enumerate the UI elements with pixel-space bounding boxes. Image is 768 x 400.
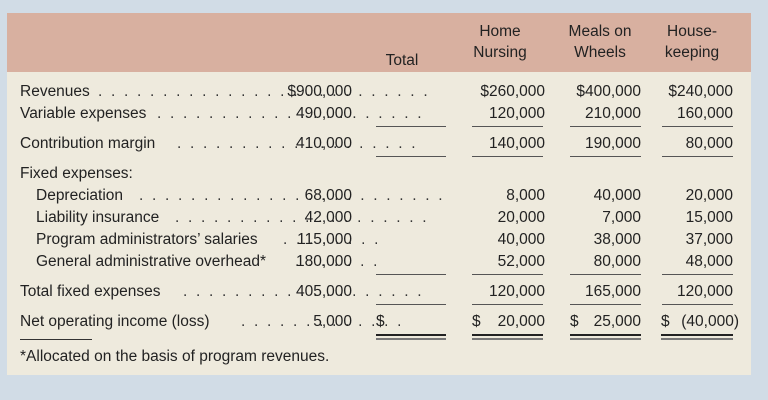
header-line2: keeping <box>664 44 720 61</box>
double-rule-top <box>376 334 446 336</box>
subtotal-rule <box>570 274 641 275</box>
header-line2: Wheels <box>574 44 626 61</box>
dollar-sign: $ <box>570 313 579 330</box>
subtotal-rule <box>376 304 446 305</box>
dot-leader: . . . . . . . . . . . . . . . . . . . <box>183 283 424 300</box>
table-header: Total Home Nursing Meals on Wheels House… <box>7 13 751 72</box>
subtotal-rule <box>472 126 543 127</box>
dot-leader: . . . . . . . . . . . . . . . . . . . . … <box>139 187 445 204</box>
value-total: 42,000 <box>304 209 352 226</box>
subtotal-rule <box>472 304 543 305</box>
column-header-housekeeping: House- keeping <box>651 21 733 63</box>
dot-leader: . . . . . . . . . . . . . <box>241 313 404 330</box>
header-line1: Home <box>479 23 521 40</box>
value-meals-on-wheels: 190,000 <box>584 135 641 152</box>
header-line2: Nursing <box>473 44 527 61</box>
value-housekeeping: 48,000 <box>685 253 733 270</box>
value-meals-on-wheels: 210,000 <box>584 105 641 122</box>
value-home-nursing: 140,000 <box>488 135 545 152</box>
subtotal-rule <box>472 156 543 157</box>
dollar-sign: $ <box>472 313 481 330</box>
subtotal-rule <box>570 156 641 157</box>
dot-leader: . . . . . . . . . . . . . . . . . . . . … <box>98 83 430 100</box>
double-rule-bottom <box>661 338 733 340</box>
value-meals-on-wheels: 38,000 <box>593 231 641 248</box>
subtotal-rule <box>662 156 733 157</box>
value-total: 68,000 <box>304 187 352 204</box>
double-rule-top <box>472 334 543 336</box>
income-statement-panel: Total Home Nursing Meals on Wheels House… <box>7 13 751 375</box>
row-label: Contribution margin <box>20 135 156 152</box>
footnote-separator <box>20 339 92 340</box>
header-line1: Meals on <box>568 23 632 40</box>
footnote: *Allocated on the basis of program reven… <box>20 348 330 365</box>
row-label: Liability insurance <box>36 209 160 226</box>
row-label: Total fixed expenses <box>20 283 161 300</box>
value-home-nursing: $260,000 <box>480 83 545 100</box>
value-meals-on-wheels: 80,000 <box>593 253 641 270</box>
value-housekeeping: 20,000 <box>685 187 733 204</box>
value-housekeeping: 120,000 <box>676 283 733 300</box>
value-meals-on-wheels: 40,000 <box>593 187 641 204</box>
value-total: $900,000 <box>287 83 352 100</box>
subtotal-rule <box>662 304 733 305</box>
subtotal-rule <box>472 274 543 275</box>
dollar-sign: $ <box>376 313 385 330</box>
column-header-home-nursing: Home Nursing <box>459 21 541 63</box>
double-rule-top <box>570 334 641 336</box>
value-total: 405,000 <box>295 283 352 300</box>
value-total: 490,000 <box>295 105 352 122</box>
double-rule-top <box>661 334 733 336</box>
column-header-meals-on-wheels: Meals on Wheels <box>559 21 641 63</box>
value-total: 5,000 <box>313 313 352 330</box>
value-home-nursing: 120,000 <box>488 105 545 122</box>
value-home-nursing: 20,000 <box>497 313 545 330</box>
value-housekeeping: 160,000 <box>676 105 733 122</box>
double-rule-bottom <box>570 338 641 340</box>
header-line2: Total <box>385 52 419 69</box>
subtotal-rule <box>376 274 446 275</box>
value-total: 180,000 <box>295 253 352 270</box>
value-meals-on-wheels: $400,000 <box>576 83 641 100</box>
double-rule-bottom <box>472 338 543 340</box>
header-line1: House- <box>667 23 717 40</box>
value-meals-on-wheels: 165,000 <box>584 283 641 300</box>
row-label: Revenues <box>20 83 90 100</box>
value-meals-on-wheels: 7,000 <box>602 209 641 226</box>
double-rule-bottom <box>376 338 446 340</box>
subtotal-rule <box>662 126 733 127</box>
subtotal-rule <box>662 274 733 275</box>
value-housekeeping: 15,000 <box>685 209 733 226</box>
row-label: Net operating income (loss) <box>20 313 210 330</box>
value-housekeeping: (40,000) <box>681 313 739 330</box>
value-meals-on-wheels: 25,000 <box>593 313 641 330</box>
row-label: Variable expenses <box>20 105 147 122</box>
header-line1 <box>365 29 439 50</box>
value-housekeeping: $240,000 <box>668 83 733 100</box>
value-home-nursing: 120,000 <box>488 283 545 300</box>
value-home-nursing: 52,000 <box>497 253 545 270</box>
dot-leader: . . . . . . . . . . . . . . . . . . . <box>177 135 418 152</box>
dollar-sign: $ <box>661 313 670 330</box>
value-housekeeping: 37,000 <box>685 231 733 248</box>
row-label: Program administrators’ salaries <box>36 231 258 248</box>
dot-leader: . . . . . . . <box>295 253 380 270</box>
value-total: 410,000 <box>295 135 352 152</box>
row-label: General administrative overhead* <box>36 253 267 270</box>
row-label: Depreciation <box>36 187 124 204</box>
value-home-nursing: 8,000 <box>506 187 545 204</box>
dot-leader: . . . . . . . . <box>283 231 381 248</box>
column-header-total: Total <box>365 29 439 71</box>
subtotal-rule <box>376 156 446 157</box>
value-home-nursing: 40,000 <box>497 231 545 248</box>
value-total: 115,000 <box>297 231 352 248</box>
subtotal-rule <box>570 126 641 127</box>
value-housekeeping: 80,000 <box>685 135 733 152</box>
value-home-nursing: 20,000 <box>497 209 545 226</box>
subtotal-rule <box>376 126 446 127</box>
dot-leader: . . . . . . . . . . . . . . . . . . . . … <box>157 105 424 122</box>
dot-leader: . . . . . . . . . . . . . . . . . . . . <box>175 209 429 226</box>
subtotal-rule <box>570 304 641 305</box>
fixed-expenses-heading: Fixed expenses: <box>20 165 133 182</box>
